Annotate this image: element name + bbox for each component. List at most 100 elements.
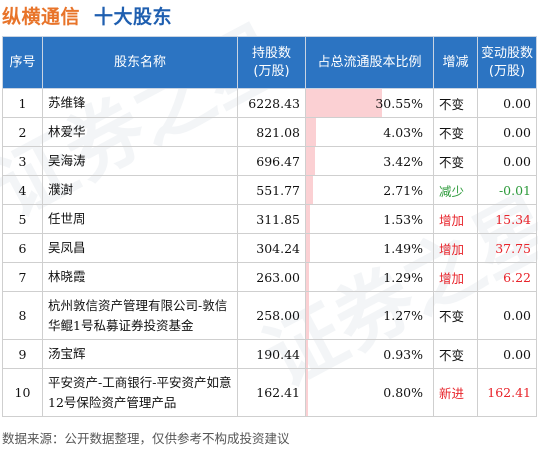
shares-cell: 162.41 — [237, 368, 306, 417]
rank-cell: 7 — [2, 262, 43, 292]
ratio-cell: 3.42% — [305, 146, 434, 176]
delta-shares-cell: 0.00 — [477, 146, 537, 176]
ratio-bar — [306, 234, 310, 262]
shares-cell: 311.85 — [237, 204, 306, 234]
col-header-change: 增减 — [433, 36, 478, 89]
ratio-value: 1.49% — [383, 240, 423, 256]
rank-cell: 4 — [2, 175, 43, 205]
delta-shares-cell: 0.00 — [477, 291, 537, 340]
ratio-value: 2.71% — [383, 182, 423, 198]
table-row: 4 濮澍 551.77 2.71% 减少 -0.01 — [2, 175, 537, 205]
delta-shares-cell: -0.01 — [477, 175, 537, 205]
ratio-cell: 0.80% — [305, 368, 434, 417]
shares-cell: 696.47 — [237, 146, 306, 176]
ratio-value: 0.80% — [383, 385, 423, 400]
ratio-bar — [306, 292, 310, 339]
ratio-bar — [306, 176, 313, 204]
ratio-bar — [306, 263, 310, 291]
shares-cell: 821.08 — [237, 117, 306, 147]
col-header-ratio: 占总流通股本比例 — [305, 36, 434, 89]
table-row: 9 汤宝辉 190.44 0.93% 不变 0.00 — [2, 339, 537, 369]
holder-name-cell: 吴海涛 — [42, 146, 238, 176]
col-header-delta: 变动股数 (万股) — [477, 36, 537, 89]
delta-shares-cell: 0.00 — [477, 117, 537, 147]
ratio-bar — [306, 118, 317, 146]
change-status-cell: 新进 — [433, 368, 478, 417]
holder-name-cell: 吴凤昌 — [42, 233, 238, 263]
table-row: 8 杭州敦信资产管理有限公司-敦信华鲲1号私募证券投资基金 258.00 1.27% 不… — [2, 291, 537, 340]
shares-cell: 190.44 — [237, 339, 306, 369]
change-status-cell: 增加 — [433, 204, 478, 234]
change-status-cell: 不变 — [433, 339, 478, 369]
table-row: 2 林爱华 821.08 4.03% 不变 0.00 — [2, 117, 537, 147]
page-title: 十大股东 — [94, 5, 173, 28]
shares-cell: 551.77 — [237, 175, 306, 205]
delta-shares-cell: 15.34 — [477, 204, 537, 234]
change-status-cell: 不变 — [433, 146, 478, 176]
ratio-cell: 1.27% — [305, 291, 434, 340]
page-header: 纵横通信 十大股东 — [2, 2, 172, 28]
ratio-bar — [306, 369, 308, 416]
ratio-value: 1.53% — [383, 211, 423, 227]
shares-cell: 258.00 — [237, 291, 306, 340]
rank-cell: 10 — [2, 368, 43, 417]
holder-name-cell: 濮澍 — [42, 175, 238, 205]
col-header-name: 股东名称 — [42, 36, 238, 89]
change-status-cell: 不变 — [433, 117, 478, 147]
ratio-cell: 1.53% — [305, 204, 434, 234]
ratio-value: 0.93% — [383, 346, 423, 362]
ratio-cell: 1.29% — [305, 262, 434, 292]
data-source-note: 数据来源：公开数据整理，仅供参考不构成投资建议 — [2, 431, 290, 446]
table-row: 5 任世周 311.85 1.53% 增加 15.34 — [2, 204, 537, 234]
col-header-rank: 序号 — [2, 36, 43, 89]
ratio-bar — [306, 147, 315, 175]
change-status-cell: 不变 — [433, 291, 478, 340]
shares-cell: 263.00 — [237, 262, 306, 292]
rank-cell: 8 — [2, 291, 43, 340]
ratio-cell: 2.71% — [305, 175, 434, 205]
change-status-cell: 增加 — [433, 233, 478, 263]
change-status-cell: 增加 — [433, 262, 478, 292]
change-status-cell: 不变 — [433, 88, 478, 118]
ratio-value: 1.29% — [383, 269, 423, 285]
ratio-value: 30.55% — [375, 95, 423, 111]
delta-shares-cell: 6.22 — [477, 262, 537, 292]
col-header-shares: 持股数 (万股) — [237, 36, 306, 89]
shares-cell: 6228.43 — [237, 88, 306, 118]
rank-cell: 3 — [2, 146, 43, 176]
delta-shares-cell: 162.41 — [477, 368, 537, 417]
delta-shares-cell: 0.00 — [477, 339, 537, 369]
rank-cell: 1 — [2, 88, 43, 118]
rank-cell: 5 — [2, 204, 43, 234]
delta-shares-cell: 37.75 — [477, 233, 537, 263]
holder-name-cell: 杭州敦信资产管理有限公司-敦信华鲲1号私募证券投资基金 — [42, 291, 238, 340]
holder-name-cell: 林晓霞 — [42, 262, 238, 292]
table-body: 1 苏维锋 6228.43 30.55% 不变 0.00 2 林爱华 821.08 4.03% 不变… — [2, 88, 537, 417]
holder-name-cell: 任世周 — [42, 204, 238, 234]
rank-cell: 9 — [2, 339, 43, 369]
holder-name-cell: 林爱华 — [42, 117, 238, 147]
holder-name-cell: 汤宝辉 — [42, 339, 238, 369]
ratio-bar — [306, 89, 383, 117]
ratio-bar — [306, 205, 310, 233]
ratio-cell: 0.93% — [305, 339, 434, 369]
ratio-bar — [306, 340, 309, 368]
table-row: 10 平安资产-工商银行-平安资产如意12号保险资产管理产品 162.41 0.80%… — [2, 368, 537, 417]
ratio-value: 4.03% — [383, 124, 423, 140]
table-row: 7 林晓霞 263.00 1.29% 增加 6.22 — [2, 262, 537, 292]
table-row: 1 苏维锋 6228.43 30.55% 不变 0.00 — [2, 88, 537, 118]
change-status-cell: 减少 — [433, 175, 478, 205]
ratio-value: 3.42% — [383, 153, 423, 169]
shareholder-table: 序号 股东名称 持股数 (万股) 占总流通股本比例 增减 变动股数 (万股) 1 苏维锋 62… — [2, 36, 537, 417]
rank-cell: 2 — [2, 117, 43, 147]
holder-name-cell: 平安资产-工商银行-平安资产如意12号保险资产管理产品 — [42, 368, 238, 417]
delta-shares-cell: 0.00 — [477, 88, 537, 118]
ratio-cell: 30.55% — [305, 88, 434, 118]
table-row: 6 吴凤昌 304.24 1.49% 增加 37.75 — [2, 233, 537, 263]
company-name: 纵横通信 — [2, 5, 81, 28]
table-row: 3 吴海涛 696.47 3.42% 不变 0.00 — [2, 146, 537, 176]
ratio-cell: 4.03% — [305, 117, 434, 147]
ratio-cell: 1.49% — [305, 233, 434, 263]
holder-name-cell: 苏维锋 — [42, 88, 238, 118]
shares-cell: 304.24 — [237, 233, 306, 263]
